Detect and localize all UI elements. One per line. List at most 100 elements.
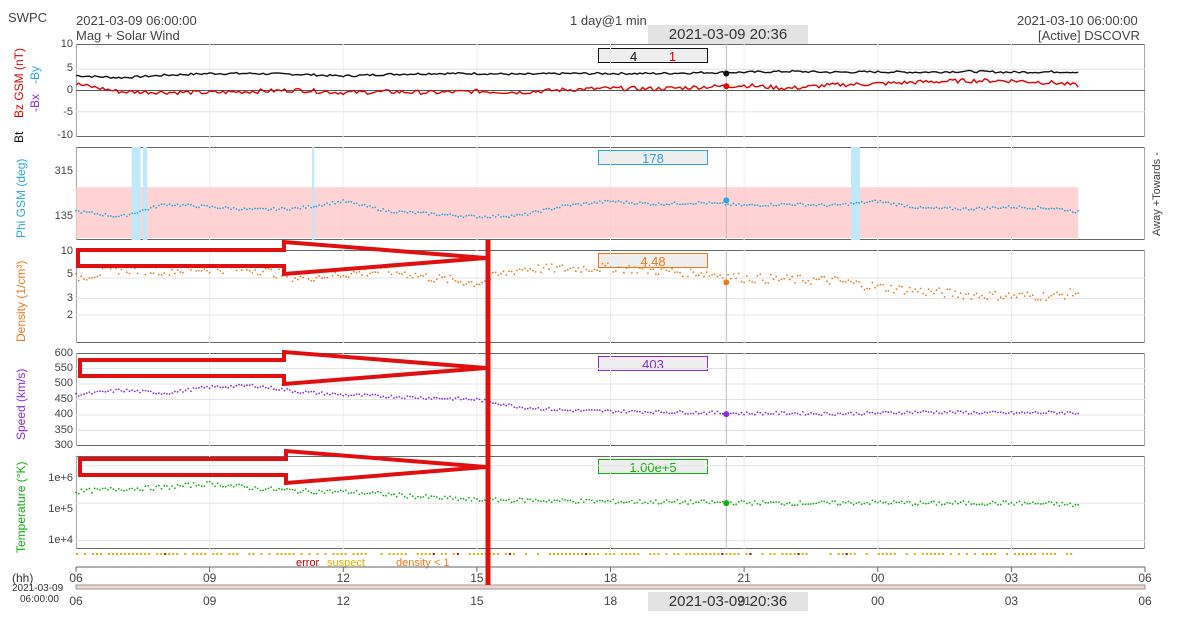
temperature-point <box>248 488 251 491</box>
speed-point <box>772 413 775 415</box>
speed-point <box>898 411 900 414</box>
end-time: 2021-03-10 06:00:00 <box>1017 13 1138 28</box>
quality-flag <box>801 553 804 555</box>
speed-point <box>147 390 150 393</box>
density-point <box>1023 295 1026 297</box>
temperature-point <box>109 486 112 489</box>
phi-point <box>609 200 612 203</box>
temperature-point <box>192 482 195 484</box>
speed-point <box>660 411 663 414</box>
temperature-point <box>374 492 377 494</box>
temperature-point <box>663 501 665 503</box>
quality-flag <box>613 553 616 555</box>
density-point <box>433 280 435 283</box>
phi-point <box>978 206 981 209</box>
speed-point <box>254 386 256 388</box>
speed-point <box>983 411 986 413</box>
density-point <box>532 269 534 272</box>
temperature-point <box>163 484 166 487</box>
temperature-point <box>914 503 917 506</box>
quality-flag <box>733 553 736 555</box>
temperature-point <box>93 487 96 490</box>
density-point <box>1026 291 1029 294</box>
density-point <box>598 270 601 273</box>
temperature-point <box>922 502 925 505</box>
temperature-point <box>962 500 965 502</box>
density-point <box>470 280 473 283</box>
temperature-point <box>890 502 892 505</box>
phi-point <box>895 204 898 207</box>
speed-point <box>206 385 208 388</box>
density-point <box>735 277 737 280</box>
phi-point <box>160 203 163 206</box>
phi-point <box>264 207 267 210</box>
speed-point <box>157 392 160 395</box>
quality-flag <box>164 553 167 555</box>
quality-flag <box>937 553 940 555</box>
temperature-point <box>500 499 502 501</box>
density-point <box>679 271 681 274</box>
temperature-point <box>759 503 762 506</box>
density-point <box>812 277 815 280</box>
quality-flag <box>200 553 203 555</box>
phi-cursor-marker <box>723 197 730 204</box>
phi-point <box>606 199 609 202</box>
phi-point <box>374 206 377 209</box>
density-point <box>406 276 409 279</box>
phi-point <box>882 201 884 204</box>
density-point <box>745 275 748 277</box>
phi-point <box>1015 207 1018 210</box>
speed-point <box>123 390 125 393</box>
speed-point <box>951 411 954 414</box>
quality-flag <box>761 553 764 555</box>
phi-point <box>874 199 876 202</box>
resolution-label[interactable]: 1 day@1 min <box>570 13 647 28</box>
temperature-point <box>435 496 438 498</box>
density-point <box>1005 295 1007 297</box>
quality-flag <box>849 553 852 555</box>
temperature-point <box>633 502 636 504</box>
quality-flag <box>865 553 868 555</box>
temperature-point <box>411 495 414 498</box>
quality-flag <box>725 553 728 555</box>
density-point <box>852 282 855 284</box>
speed-point <box>459 398 462 401</box>
density-point <box>1029 295 1031 298</box>
phi-point <box>761 205 764 207</box>
temperature-point <box>620 500 623 503</box>
speed-point <box>930 411 933 413</box>
phi-point <box>107 215 109 217</box>
temperature-point <box>139 489 142 492</box>
source-label[interactable]: [Active] DSCOVR <box>1038 28 1140 43</box>
phi-point <box>623 202 625 205</box>
phi-point <box>756 204 759 207</box>
density-tick: 5 <box>66 268 73 280</box>
phi-point <box>401 210 403 213</box>
temperature-point <box>246 486 248 489</box>
temperature-point <box>75 491 77 494</box>
speed-point <box>390 394 393 397</box>
temperature-point <box>844 501 847 504</box>
speed-point <box>703 411 705 414</box>
density-point <box>518 268 521 270</box>
speed-point <box>77 395 80 397</box>
density-point <box>521 268 524 271</box>
phi-point <box>443 213 446 216</box>
phi-tick: 135 <box>54 210 73 222</box>
temperature-point <box>302 489 305 492</box>
phi-point <box>326 202 329 205</box>
phi-point <box>916 207 919 210</box>
speed-point <box>1005 412 1007 415</box>
speed-point <box>711 410 713 413</box>
speed-point <box>422 397 425 400</box>
phi-point <box>176 203 179 206</box>
phi-point <box>823 204 826 207</box>
density-point <box>807 279 810 282</box>
quality-flag <box>637 553 640 555</box>
speed-point <box>366 393 369 396</box>
quality-flag <box>176 553 179 555</box>
density-point <box>414 272 417 275</box>
speed-point <box>970 412 973 415</box>
temperature-point <box>823 500 826 503</box>
phi-point <box>943 206 946 209</box>
